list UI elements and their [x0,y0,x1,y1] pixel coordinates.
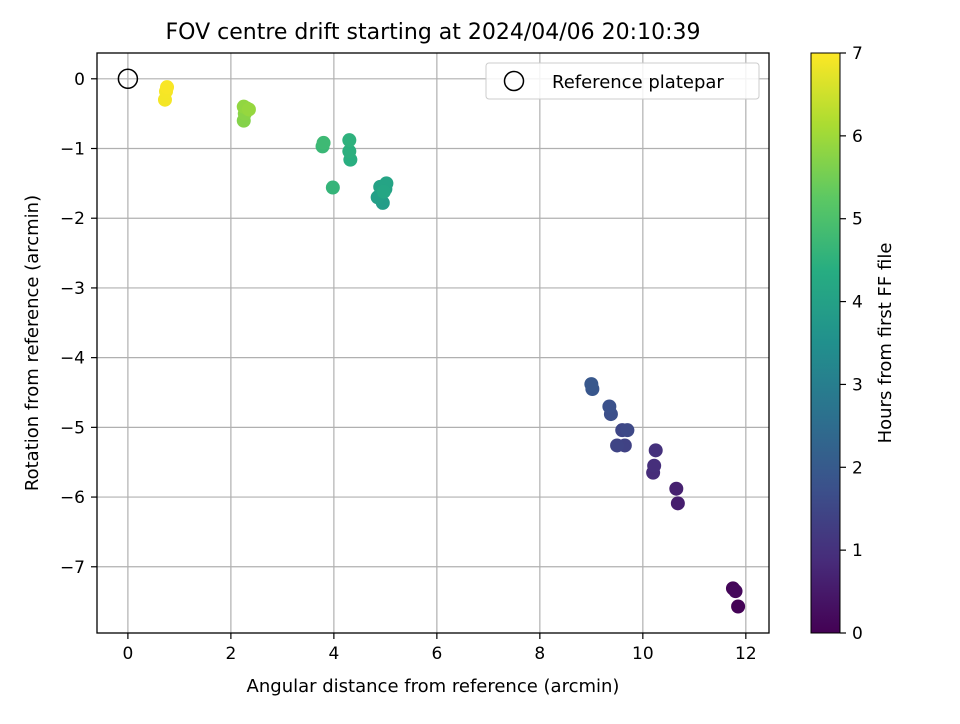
scatter-point [325,180,340,195]
legend-box [485,62,760,100]
legend: Reference platepar [485,62,760,100]
colorbar-tick-label: 0 [852,624,863,644]
y-tick-label: −3 [60,279,85,299]
scatter-point [602,399,617,414]
scatter-point [160,80,175,95]
x-tick-label: 2 [225,644,236,664]
reference-point-marker [117,68,139,90]
scatter-point [728,584,743,599]
y-tick-label: −2 [60,209,85,229]
scatter-point [342,133,357,148]
colorbar-tick-label: 2 [852,458,863,478]
plot-frame [96,52,770,634]
colorbar-tick-label: 4 [852,293,863,313]
x-axis-ticks: 0 2 4 6 8 10 12 [122,633,757,664]
x-tick-label: 12 [735,644,757,664]
colorbar-gradient [810,52,841,634]
x-tick-label: 0 [122,644,133,664]
y-axis-ticks: 0 −1 −2 −3 −4 −5 −6 −7 [60,70,97,578]
x-axis-label: Angular distance from reference (arcmin) [247,676,620,697]
colorbar-tick-label: 1 [852,541,863,561]
colorbar-tick-label: 6 [852,127,863,147]
legend-marker-icon [503,70,525,92]
scatter-point [647,458,662,473]
scatter-point [669,481,684,496]
grid-lines [97,53,769,633]
y-tick-label: −5 [60,418,85,438]
scatter-point [610,438,625,453]
scatter-point [316,135,331,150]
data-points [157,80,746,614]
scatter-point [620,423,635,438]
scatter-point [342,144,357,159]
scatter-point [648,443,663,458]
y-tick-label: 0 [74,70,85,90]
colorbar-tick-label: 5 [852,210,863,230]
x-tick-label: 10 [632,644,654,664]
y-axis-label: Rotation from reference (arcmin) [22,195,43,491]
x-tick-label: 4 [328,644,339,664]
legend-label: Reference platepar [552,72,724,93]
y-tick-label: −7 [60,558,85,578]
scatter-point [241,102,256,117]
colorbar: 0 1 2 3 4 5 6 7 Hours from first FF file [810,44,896,644]
chart-title: FOV centre drift starting at 2024/04/06 … [166,20,701,45]
y-tick-label: −1 [60,140,85,160]
scatter-point [731,599,746,614]
colorbar-tick-label: 7 [852,44,863,64]
y-tick-label: −6 [60,488,85,508]
colorbar-label: Hours from first FF file [875,243,896,444]
colorbar-ticks: 0 1 2 3 4 5 6 7 [840,44,863,644]
x-tick-label: 8 [534,644,545,664]
scatter-point [670,496,685,511]
x-tick-label: 6 [431,644,442,664]
scatter-point [376,184,391,199]
scatter-point [584,377,599,392]
y-tick-label: −4 [60,349,85,369]
colorbar-tick-label: 3 [852,375,863,395]
